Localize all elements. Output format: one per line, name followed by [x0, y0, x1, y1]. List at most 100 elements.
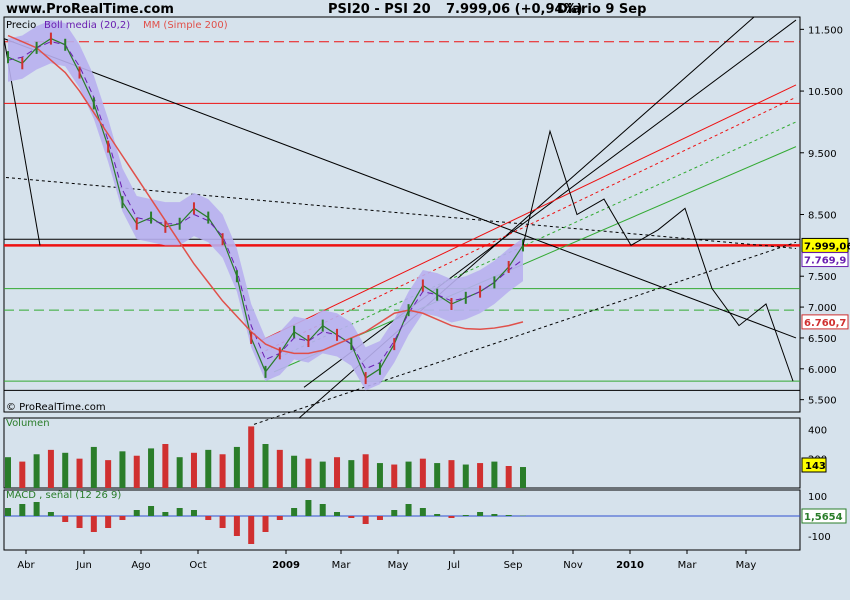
quote-readout: 7.999,06 (+0,94%)	[446, 2, 583, 17]
macd-bar-4	[62, 516, 69, 522]
macd-bar-15	[219, 516, 226, 528]
volume-bar-6	[90, 446, 97, 488]
volume-bar-18	[262, 444, 269, 488]
volume-bar-11	[162, 444, 169, 488]
volume-bar-31	[448, 460, 455, 488]
macd-bar-17	[248, 516, 255, 544]
volume-bar-16	[233, 446, 240, 488]
volume-bar-13	[190, 452, 197, 488]
volume-bar-4	[62, 452, 69, 488]
macd-bar-25	[362, 516, 369, 524]
time-label-1: Jun	[75, 560, 92, 571]
macd-bar-7	[105, 516, 112, 528]
macd-bar-32	[462, 515, 469, 516]
trend-line-1	[3, 38, 797, 339]
price-tag-box-1	[801, 252, 849, 268]
volume-bar-14	[205, 449, 212, 488]
volume-bar-8	[119, 451, 126, 488]
period-readout: Diario 9 Sep	[557, 2, 647, 17]
macd-bar-27	[391, 510, 398, 516]
macd-bar-31	[448, 516, 455, 518]
price-tag-1: 7.769,9	[804, 256, 846, 267]
volume-bar-2	[33, 454, 40, 488]
series-line-2	[7, 34, 524, 355]
macd-bar-0	[5, 508, 11, 516]
price-tick-4: 7.500	[808, 272, 837, 283]
legend-macd: MACD , señal (12 26 9)	[6, 490, 122, 501]
projection-path	[522, 129, 794, 382]
time-label-2: Ago	[131, 560, 150, 571]
volume-panel	[3, 417, 801, 489]
volume-bar-17	[248, 426, 255, 488]
legend-volume: Volumen	[6, 418, 50, 429]
volume-bar-10	[148, 448, 155, 488]
macd-bar-19	[276, 516, 283, 520]
volume-bar-23	[334, 457, 341, 488]
volume-tag: 143	[805, 461, 826, 472]
macd-bar-29	[419, 508, 426, 516]
time-label-12: May	[736, 560, 757, 571]
price-panel	[3, 16, 801, 413]
macd-panel	[3, 489, 801, 551]
price-tick-1: 10.500	[808, 87, 843, 98]
trend-line-3	[253, 241, 797, 425]
macd-bar-2	[33, 502, 40, 516]
macd-bar-26	[376, 516, 383, 520]
volume-bar-24	[348, 460, 355, 488]
bollinger-band	[8, 20, 523, 391]
price-tick-5: 7.000	[808, 303, 837, 314]
volume-bar-9	[133, 455, 140, 488]
volume-bar-21	[305, 458, 312, 488]
volume-bar-27	[391, 464, 398, 488]
volume-bar-5	[76, 458, 83, 488]
macd-tick-1: -100	[808, 532, 831, 543]
copyright-label: © ProRealTime.com	[6, 402, 106, 413]
volume-bar-25	[362, 454, 369, 488]
volume-bar-20	[291, 455, 298, 488]
macd-bar-21	[305, 500, 312, 516]
macd-bar-16	[233, 516, 240, 536]
macd-bar-35	[505, 515, 512, 516]
price-tick-7: 6.000	[808, 365, 837, 376]
volume-tag-box	[801, 457, 827, 473]
price-tick-3: 8.500	[808, 211, 837, 222]
volume-bar-33	[477, 463, 484, 488]
macd-bar-3	[47, 512, 54, 516]
legend-bollinger: Boll media (20,2)	[44, 20, 131, 31]
time-label-10: 2010	[616, 560, 644, 571]
site-title[interactable]: www.ProRealTime.com	[6, 2, 174, 17]
trend-line-2	[5, 176, 797, 249]
macd-bar-28	[405, 504, 412, 516]
time-label-5: Mar	[332, 560, 352, 571]
macd-bar-24	[348, 516, 355, 518]
time-label-0: Abr	[17, 560, 35, 571]
macd-bar-30	[434, 514, 441, 516]
volume-bar-36	[520, 467, 526, 488]
volume-bar-22	[319, 461, 326, 488]
macd-bar-10	[148, 506, 155, 516]
time-label-7: Jul	[447, 560, 460, 571]
macd-bar-20	[291, 508, 298, 516]
price-tag-0: 7.999,06	[804, 241, 850, 252]
volume-bar-29	[419, 458, 426, 488]
price-tick-8: 5.500	[808, 396, 837, 407]
volume-bar-1	[19, 461, 26, 488]
legend-ma200: MM (Simple 200)	[143, 20, 228, 31]
macd-tag: 1,5654	[804, 512, 843, 523]
volume-bar-26	[376, 463, 383, 488]
instrument-title: PSI20 - PSI 20	[328, 2, 431, 17]
macd-bar-14	[205, 516, 212, 520]
macd-bar-34	[491, 514, 498, 516]
volume-bar-34	[491, 461, 498, 488]
price-tag-2: 6.760,7	[804, 318, 846, 329]
volume-bar-12	[176, 457, 183, 488]
macd-bar-13	[190, 510, 197, 516]
time-label-3: Oct	[189, 560, 206, 571]
macd-tick-0: 100	[808, 492, 827, 503]
time-label-8: Sep	[504, 560, 523, 571]
trend-line-8	[273, 121, 797, 360]
volume-bar-0	[5, 457, 11, 488]
volume-bar-32	[462, 464, 469, 488]
